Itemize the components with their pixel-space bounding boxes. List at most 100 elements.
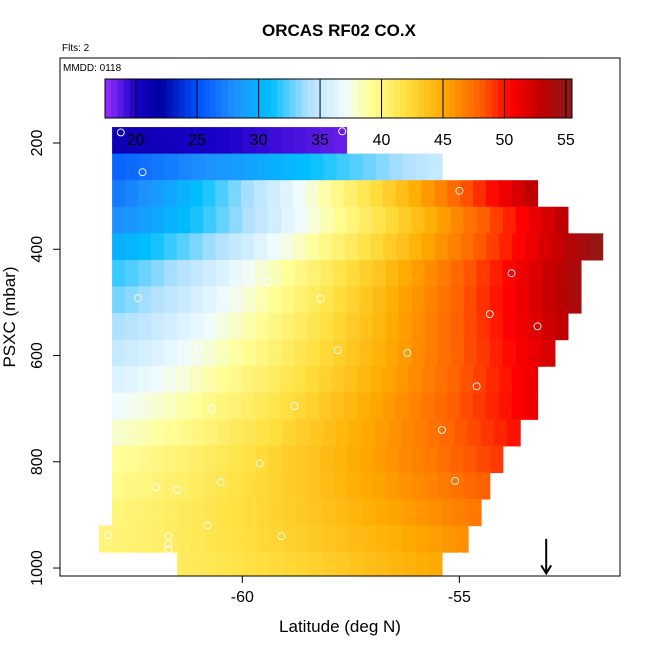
heatmap-cell bbox=[255, 472, 269, 500]
colorbar-segment bbox=[473, 79, 481, 118]
heatmap-cell bbox=[203, 127, 217, 155]
heatmap-cell bbox=[554, 206, 569, 234]
heatmap-cell bbox=[307, 472, 322, 500]
heatmap-cell bbox=[112, 366, 126, 394]
heatmap-cell bbox=[499, 233, 513, 261]
date-label: MMDD: 0118 bbox=[63, 63, 122, 74]
heatmap-cell bbox=[424, 339, 439, 367]
heatmap-cell bbox=[270, 525, 285, 553]
heatmap-cell bbox=[307, 339, 322, 367]
heatmap-cell bbox=[229, 127, 243, 155]
heatmap-cell bbox=[177, 445, 191, 473]
arrow-marker bbox=[540, 538, 553, 576]
colorbar-segment bbox=[246, 79, 253, 118]
heatmap-cell bbox=[357, 233, 371, 261]
heatmap-cell bbox=[322, 552, 337, 577]
heatmap-cell bbox=[151, 153, 166, 181]
heatmap-cell bbox=[216, 206, 230, 234]
colorbar-segment bbox=[547, 79, 555, 118]
heatmap-cell bbox=[476, 313, 491, 341]
heatmap-cell bbox=[512, 233, 526, 261]
heatmap-cell bbox=[554, 259, 569, 288]
heatmap-cell bbox=[395, 366, 410, 394]
observation-point bbox=[138, 168, 147, 177]
heatmap-cell bbox=[305, 392, 319, 420]
heatmap-cell bbox=[177, 472, 191, 500]
heatmap-cell bbox=[467, 498, 482, 527]
heatmap-cell bbox=[476, 259, 491, 288]
colorbar-segment bbox=[510, 79, 518, 118]
heatmap-cell bbox=[268, 127, 282, 155]
observation-point bbox=[403, 348, 412, 357]
heatmap-cell bbox=[176, 180, 191, 208]
heatmap-cell bbox=[138, 127, 152, 155]
heatmap-cell bbox=[437, 339, 452, 367]
observation-point bbox=[290, 402, 299, 410]
colorbar-segment bbox=[326, 79, 333, 118]
heatmap-cell bbox=[294, 127, 309, 155]
colorbar-segment bbox=[313, 79, 321, 118]
heatmap-cell bbox=[349, 153, 364, 181]
x-tick-label: -60 bbox=[231, 589, 254, 606]
arrow-head bbox=[540, 564, 553, 576]
heatmap-cell bbox=[323, 153, 338, 181]
heatmap-cell bbox=[372, 472, 387, 500]
heatmap-cell bbox=[217, 525, 232, 553]
heatmap-cell bbox=[267, 233, 281, 261]
heatmap-cell bbox=[190, 552, 205, 577]
heatmap-cell bbox=[398, 259, 413, 288]
heatmap-cell bbox=[112, 339, 126, 367]
colorbar-segment bbox=[203, 79, 210, 118]
colorbar-segment bbox=[221, 79, 229, 118]
heatmap-cell bbox=[473, 180, 487, 208]
heatmap-cell bbox=[229, 259, 243, 288]
heatmap-cell bbox=[489, 339, 504, 367]
heatmap-cell bbox=[243, 498, 258, 527]
observation-point bbox=[607, 233, 616, 242]
heatmap-cell bbox=[346, 206, 361, 234]
heatmap-cell bbox=[344, 180, 358, 208]
heatmap-cell bbox=[331, 366, 345, 394]
heatmap-cell bbox=[411, 445, 426, 473]
heatmap-cell bbox=[257, 525, 271, 553]
heatmap-cell bbox=[137, 392, 152, 420]
heatmap-cell bbox=[253, 180, 268, 208]
heatmap-cell bbox=[255, 313, 269, 341]
heatmap-cell bbox=[112, 286, 126, 314]
colorbar-segment bbox=[393, 79, 401, 118]
heatmap-cell bbox=[254, 233, 268, 261]
heatmap-cell bbox=[281, 445, 296, 473]
heatmap-cell bbox=[279, 180, 294, 208]
heatmap-cell bbox=[178, 525, 192, 553]
heatmap-cell bbox=[296, 419, 311, 447]
colorbar-segment bbox=[184, 79, 192, 118]
colorbar-segment bbox=[111, 79, 118, 118]
heatmap-cell bbox=[279, 392, 294, 420]
heatmap-cell bbox=[151, 498, 166, 527]
heatmap-cell bbox=[402, 525, 416, 553]
observation-point bbox=[151, 483, 160, 492]
colorbar-segment bbox=[252, 79, 260, 118]
colorbar-segment bbox=[442, 79, 450, 118]
heatmap-cell bbox=[163, 392, 178, 420]
heatmap-cell bbox=[151, 286, 165, 314]
heatmap-cell bbox=[270, 419, 284, 447]
heatmap-cell bbox=[163, 233, 178, 261]
heatmap-cell bbox=[528, 206, 543, 234]
heatmap-cell bbox=[229, 339, 243, 367]
heatmap-cell bbox=[243, 419, 258, 447]
heatmap-cell bbox=[243, 552, 258, 577]
heatmap-cell bbox=[376, 153, 390, 181]
heatmap-cell bbox=[333, 286, 348, 314]
heatmap-cell bbox=[346, 445, 361, 473]
observation-point bbox=[116, 128, 125, 137]
heatmap-cell bbox=[137, 180, 152, 208]
colorbar-segment bbox=[123, 79, 131, 118]
colorbar-segment bbox=[528, 79, 536, 118]
heatmap-cell bbox=[292, 233, 307, 261]
heatmap-cell bbox=[125, 472, 139, 500]
heatmap-cell bbox=[336, 153, 351, 181]
heatmap-cell bbox=[541, 313, 556, 341]
heatmap-cell bbox=[567, 259, 582, 288]
heatmap-cell bbox=[310, 153, 324, 181]
